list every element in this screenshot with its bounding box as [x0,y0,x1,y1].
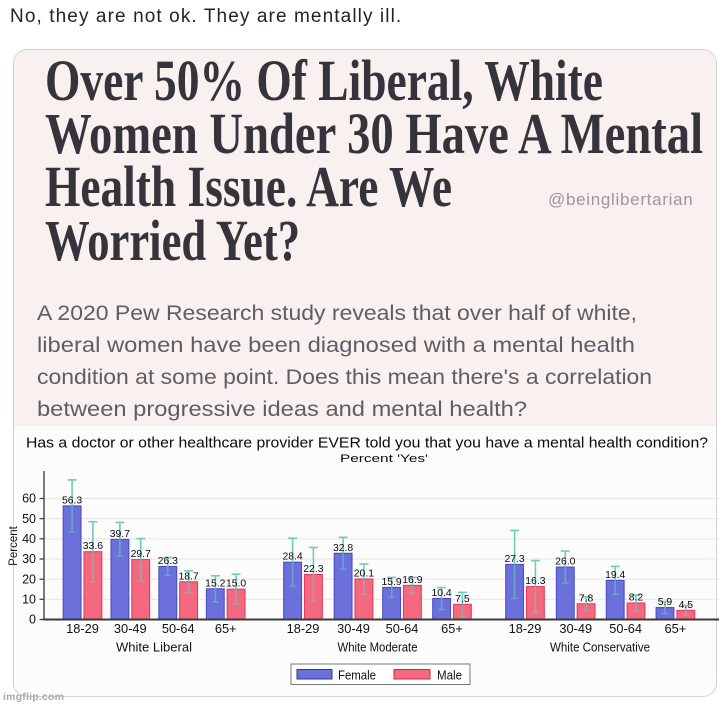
svg-text:7.5: 7.5 [455,594,470,605]
svg-text:50-64: 50-64 [162,621,195,636]
svg-text:30: 30 [22,552,36,566]
svg-text:15.9: 15.9 [381,577,401,588]
svg-text:50: 50 [22,512,36,526]
svg-text:40: 40 [22,532,36,546]
svg-text:18.7: 18.7 [178,571,198,582]
svg-text:Male: Male [437,668,462,683]
svg-text:27.3: 27.3 [504,554,524,565]
svg-text:33.6: 33.6 [83,541,103,552]
svg-text:20.1: 20.1 [354,569,374,580]
svg-text:15.2: 15.2 [205,578,225,589]
svg-text:4.5: 4.5 [679,600,694,611]
svg-text:30-49: 30-49 [559,621,592,636]
svg-text:28.4: 28.4 [282,552,302,563]
svg-text:0: 0 [29,613,36,627]
svg-text:32.8: 32.8 [333,543,353,554]
svg-text:Female: Female [338,668,376,683]
svg-text:18-29: 18-29 [287,621,320,636]
svg-text:5.9: 5.9 [658,597,673,608]
svg-text:16.3: 16.3 [525,576,545,587]
svg-text:26.0: 26.0 [555,557,575,568]
svg-text:30-49: 30-49 [114,621,147,636]
svg-text:60: 60 [22,492,36,506]
svg-text:65+: 65+ [441,621,463,636]
svg-text:8.2: 8.2 [629,593,644,604]
svg-text:Percent: Percent [8,525,20,565]
svg-text:20: 20 [22,572,36,586]
svg-text:10.4: 10.4 [431,588,451,599]
svg-text:19.4: 19.4 [605,570,625,581]
svg-text:10: 10 [22,593,36,607]
svg-text:29.7: 29.7 [131,549,151,560]
svg-text:15.0: 15.0 [226,579,246,590]
svg-text:26.3: 26.3 [158,556,178,567]
svg-text:65+: 65+ [215,621,237,636]
svg-text:White Conservative: White Conservative [550,640,650,655]
svg-text:39.7: 39.7 [110,529,130,540]
svg-text:65+: 65+ [665,621,687,636]
svg-text:18-29: 18-29 [509,621,542,636]
svg-text:18-29: 18-29 [66,621,99,636]
svg-text:16.9: 16.9 [402,575,422,586]
svg-text:White Moderate: White Moderate [338,640,418,655]
svg-text:Percent 'Yes': Percent 'Yes' [340,453,428,465]
svg-text:7.8: 7.8 [579,593,594,604]
svg-text:50-64: 50-64 [609,621,642,636]
svg-text:56.3: 56.3 [62,495,82,506]
svg-text:22.3: 22.3 [303,564,323,575]
svg-text:30-49: 30-49 [337,621,370,636]
svg-text:50-64: 50-64 [386,621,419,636]
svg-text:Has a doctor or other healthca: Has a doctor or other healthcare provide… [26,436,708,452]
svg-text:White Liberal: White Liberal [116,640,192,655]
